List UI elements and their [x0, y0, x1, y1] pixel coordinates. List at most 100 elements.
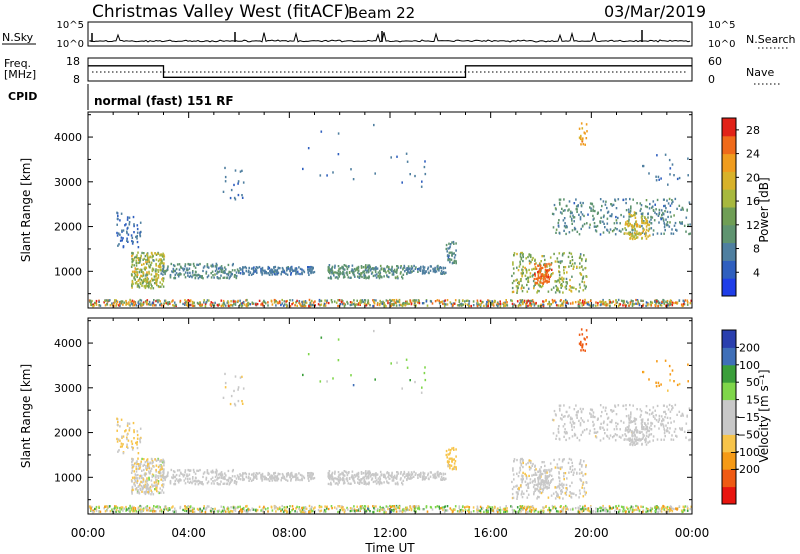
power-cell [151, 301, 154, 304]
power-cell [614, 227, 617, 230]
power-cell [206, 263, 209, 266]
plot-title: Christmas Valley West (fitACF) [92, 2, 350, 22]
velocity-cell [156, 479, 158, 482]
power-cell [668, 197, 671, 201]
power-cell [349, 303, 352, 307]
velocity-cell [218, 509, 220, 512]
power-cell [649, 202, 651, 206]
power-cell [493, 299, 496, 302]
power-cell [239, 303, 241, 307]
velocity-cell [414, 506, 417, 509]
power-cell [678, 204, 681, 207]
power-cell [520, 279, 522, 283]
velocity-cell [461, 505, 464, 508]
velocity-cell [151, 475, 154, 478]
power-cell [523, 286, 525, 289]
power-cell [215, 262, 218, 265]
power-cell [536, 282, 539, 285]
velocity-cell [149, 487, 151, 490]
power-cell [627, 220, 630, 223]
velocity-cell [116, 506, 119, 509]
power-cell [450, 258, 453, 261]
power-cell [365, 304, 368, 307]
power-cell [336, 276, 338, 279]
power-cell [285, 272, 287, 275]
power-cell [404, 270, 406, 273]
power-cell [362, 300, 365, 304]
power-cell [109, 299, 111, 302]
power-cell [336, 272, 338, 275]
velocity-cell [148, 472, 151, 475]
velocity-cell [153, 505, 155, 508]
power-cell [218, 303, 220, 306]
power-cell [298, 266, 300, 269]
power-cell [499, 300, 501, 303]
power-cell [145, 273, 148, 276]
velocity-cell [675, 507, 677, 510]
velocity-cell [142, 464, 144, 467]
power-cell [156, 299, 158, 302]
power-cell [296, 299, 298, 302]
power-cell [614, 233, 617, 236]
power-cell [242, 300, 245, 304]
velocity-cell [453, 462, 456, 465]
velocity-cell [391, 479, 394, 482]
power-cell [145, 259, 147, 262]
velocity-cell [340, 507, 343, 510]
power-cell [210, 272, 212, 275]
velocity-cell [192, 510, 195, 513]
velocity-cell [144, 483, 147, 486]
nave-tick-low: 0 [708, 73, 715, 86]
velocity-cell [172, 505, 174, 508]
power-cell [453, 302, 456, 305]
power-cell [449, 243, 452, 246]
velocity-cell [656, 506, 658, 509]
velocity-cell [141, 469, 143, 472]
power-cell [642, 299, 644, 303]
power-cell [663, 232, 665, 235]
power-cell [365, 266, 367, 269]
power-cell [414, 174, 416, 178]
velocity-cell [579, 505, 581, 508]
velocity-cell [541, 490, 544, 493]
power-cell [116, 234, 119, 237]
power-cell [408, 267, 410, 270]
velocity-cell [143, 458, 145, 461]
velocity-cell [145, 467, 147, 470]
velocity-cell [121, 435, 123, 438]
power-cell [560, 304, 563, 307]
power-cell [309, 305, 311, 308]
power-cell [562, 291, 564, 294]
velocity-cell [638, 510, 641, 513]
velocity-cell [295, 477, 298, 480]
velocity-cell [212, 471, 214, 474]
velocity-cell [422, 477, 425, 480]
power-cell [533, 302, 535, 305]
power-cell [642, 227, 644, 230]
velocity-cell [217, 477, 219, 480]
power-cell [654, 300, 656, 303]
power-cell [557, 279, 559, 282]
velocity-cell [162, 483, 165, 486]
power-cell [660, 304, 663, 307]
power-cell [629, 301, 632, 304]
power-cell [483, 304, 485, 307]
velocity-cell [418, 506, 420, 509]
power-cell [477, 301, 479, 304]
velocity-cell [413, 507, 416, 511]
power-cell [141, 284, 143, 287]
power-cell [611, 204, 614, 207]
velocity-cell [558, 485, 560, 488]
velocity-cell [404, 507, 407, 511]
power-cell [311, 299, 313, 303]
velocity-cell [313, 476, 316, 480]
power-cell [535, 262, 537, 265]
velocity-cell [201, 481, 203, 484]
power-cell [273, 273, 276, 276]
power-cell [106, 303, 109, 306]
power-cell [94, 301, 96, 305]
velocity-cell [686, 505, 689, 508]
power-cell [453, 242, 455, 245]
power-cell [654, 203, 656, 206]
power-cell [156, 273, 158, 276]
